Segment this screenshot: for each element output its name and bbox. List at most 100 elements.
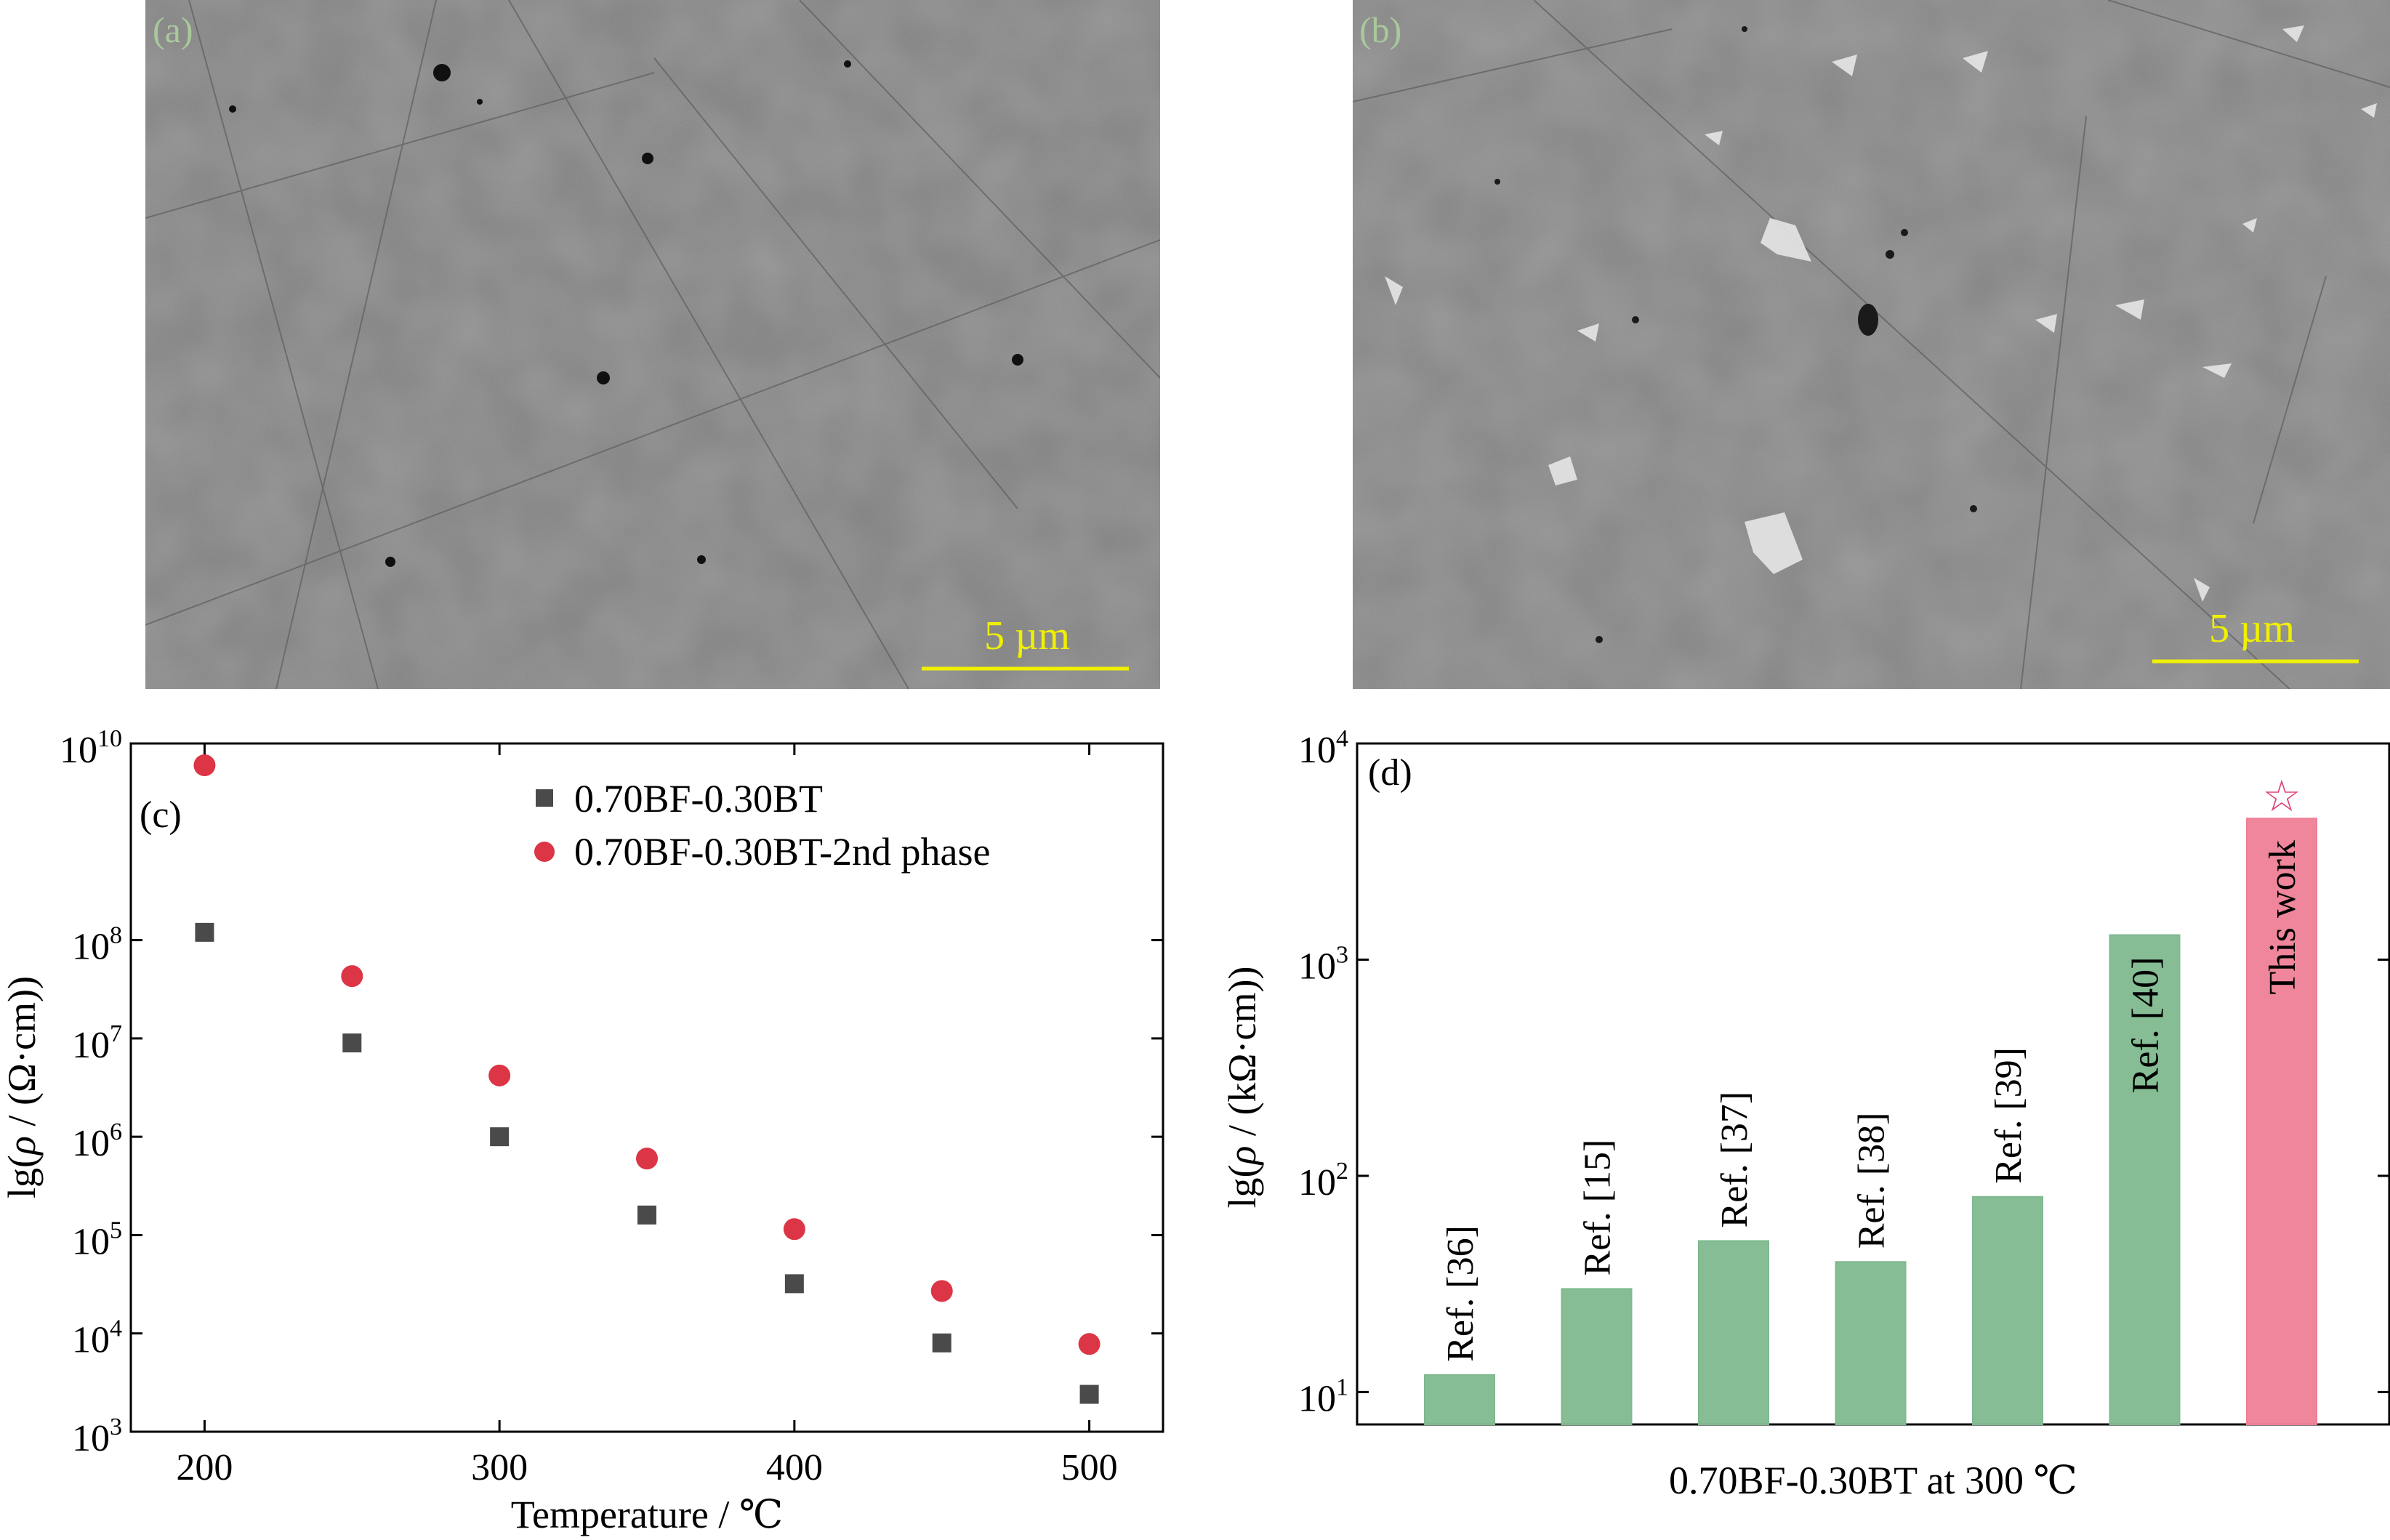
chart-d-y-axis-title-post: / (kΩ·cm)) xyxy=(1220,967,1264,1146)
chart-c-x-axis-title: Temperature / ℃ xyxy=(511,1493,783,1536)
chart-c-point-series-2 xyxy=(1078,1333,1101,1355)
sem-panel-b: (b) 5 µm xyxy=(1353,0,2390,689)
chart-c-legend: 0.70BF-0.30BT 0.70BF-0.30BT-2nd phase xyxy=(534,777,991,874)
chart-c-y-tick-label-exponent: 6 xyxy=(110,1118,122,1145)
panel-letter-a: (a) xyxy=(153,9,193,50)
chart-c-point-series-2 xyxy=(930,1280,953,1302)
chart-c-plot-frame xyxy=(129,742,1164,1433)
chart-c-y-tick-label-base: 10 xyxy=(72,1123,110,1164)
chart-d-bars: Ref. [36] Ref. [15] Ref. [37] Ref. [38] Ref.… xyxy=(1424,773,2317,1426)
chart-c-y-tick-label-base: 10 xyxy=(60,730,97,771)
chart-d-bar-label: This work xyxy=(2262,840,2304,994)
chart-d-bar xyxy=(1561,1288,1633,1425)
chart-c-point-series-1 xyxy=(195,922,214,942)
chart-d-y-tick-label-exponent: 2 xyxy=(1336,1158,1348,1185)
chart-c-y-tick-label-exponent: 7 xyxy=(110,1020,122,1047)
chart-c-x-axis: 200 300 400 500 xyxy=(176,743,1118,1488)
chart-c-y-axis-title-rho: ρ xyxy=(0,1136,44,1156)
chart-c-y-axis-title: lg(ρ / (Ω·cm)) xyxy=(0,976,44,1198)
chart-c-points xyxy=(193,754,1101,1404)
chart-c-y-tick-label: 104 xyxy=(72,1315,122,1361)
chart-c-x-tick-label: 500 xyxy=(1061,1447,1118,1488)
chart-c-y-tick-label-base: 10 xyxy=(72,1418,110,1459)
chart-c-y-tick-label-exponent: 3 xyxy=(110,1414,122,1440)
chart-c-x-tick-label: 400 xyxy=(766,1447,823,1488)
chart-c-point-series-2 xyxy=(783,1218,805,1241)
chart-d-star-marker: ☆ xyxy=(2262,773,2301,821)
sem-panel-a: (a) 5 µm xyxy=(145,0,1160,689)
chart-c-y-tick-label-base: 10 xyxy=(72,1320,110,1361)
scale-bar-label-b: 5 µm xyxy=(2209,606,2295,651)
chart-d-y-tick-label: 103 xyxy=(1298,941,1348,987)
panel-letter-b: (b) xyxy=(1359,9,1401,50)
chart-d-bar-label: Ref. [39] xyxy=(1988,1047,2029,1184)
chart-c-x-tick-label: 300 xyxy=(471,1447,528,1488)
chart-d-y-tick-label: 104 xyxy=(1298,725,1348,771)
chart-c-y-tick-label-exponent: 10 xyxy=(97,725,122,752)
chart-d-y-tick-label-exponent: 4 xyxy=(1336,725,1348,752)
legend-label-series-2: 0.70BF-0.30BT-2nd phase xyxy=(574,830,991,874)
chart-d-y-axis-title: lg(ρ / (kΩ·cm)) xyxy=(1220,967,1264,1209)
chart-c-point-series-1 xyxy=(637,1205,656,1225)
chart-c-point-series-2 xyxy=(488,1064,511,1087)
chart-d-bar-label: Ref. [15] xyxy=(1577,1140,1619,1276)
sem-noise-b xyxy=(1353,0,2390,689)
scratches-b xyxy=(1353,0,2390,689)
chart-d-y-tick-label-base: 10 xyxy=(1298,730,1336,771)
scratches-a xyxy=(145,0,1160,689)
chart-d-bar xyxy=(1835,1261,1907,1425)
chart-c-y-axis-title-pre: lg( xyxy=(0,1155,44,1198)
chart-c-y-tick-label: 107 xyxy=(72,1020,122,1066)
chart-c-y-tick-label-base: 10 xyxy=(72,1221,110,1262)
chart-c-y-tick-label: 106 xyxy=(72,1118,122,1164)
chart-c-point-series-1 xyxy=(342,1033,362,1053)
pores-a xyxy=(229,60,1023,567)
chart-c-point-series-1 xyxy=(932,1333,951,1352)
sem-noise-a xyxy=(145,0,1160,689)
scale-bar-label-a: 5 µm xyxy=(984,613,1070,658)
pores-b xyxy=(1494,26,1977,643)
chart-d-y-axis-title-rho: ρ xyxy=(1220,1146,1264,1166)
legend-marker-series-1 xyxy=(536,789,553,807)
chart-c-x-tick-label: 200 xyxy=(176,1447,233,1488)
chart-d-bar-label: Ref. [40] xyxy=(2125,957,2167,1094)
chart-d-bar xyxy=(2109,934,2181,1425)
chart-c-point-series-1 xyxy=(1079,1384,1099,1404)
chart-d-y-axis-title-pre: lg( xyxy=(1220,1164,1264,1208)
chart-d-bar xyxy=(1972,1196,2043,1426)
chart-c-y-tick-label: 1010 xyxy=(60,725,122,771)
chart-c-y-axis-title-post: / (Ω·cm)) xyxy=(0,976,44,1136)
chart-c-y-tick-label: 105 xyxy=(72,1217,122,1262)
chart-c-point-series-1 xyxy=(490,1127,510,1147)
chart-d-panel-letter: (d) xyxy=(1368,752,1412,794)
chart-d-bar xyxy=(1424,1374,1495,1425)
chart-c-y-tick-label: 103 xyxy=(72,1414,122,1459)
chart-c-y-tick-label-exponent: 8 xyxy=(110,922,122,949)
chart-c-point-series-1 xyxy=(784,1274,804,1294)
chart-d-x-axis-title: 0.70BF-0.30BT at 300 ℃ xyxy=(1669,1459,2077,1502)
chart-d-y-tick-label-exponent: 3 xyxy=(1336,941,1348,968)
second-phase-b xyxy=(1385,25,2377,602)
chart-c-y-tick-label: 108 xyxy=(72,922,122,968)
chart-d-y-tick-label-exponent: 1 xyxy=(1336,1374,1348,1400)
chart-d-bar xyxy=(1698,1240,1769,1425)
chart-d-bar-label: Ref. [37] xyxy=(1714,1092,1755,1228)
chart-c-point-series-2 xyxy=(193,754,216,777)
chart-d-y-tick-label: 102 xyxy=(1298,1158,1348,1204)
legend-label-series-1: 0.70BF-0.30BT xyxy=(574,777,823,821)
chart-d-y-tick-label: 101 xyxy=(1298,1374,1348,1419)
chart-c-panel-letter: (c) xyxy=(140,794,182,836)
chart-d-bar-label: Ref. [38] xyxy=(1851,1113,1893,1249)
chart-c-point-series-2 xyxy=(636,1148,658,1170)
chart-d-bar xyxy=(2246,818,2317,1425)
chart-c-point-series-2 xyxy=(341,965,363,988)
chart-d-y-tick-label-base: 10 xyxy=(1298,1378,1336,1419)
chart-c-y-tick-label-base: 10 xyxy=(72,1025,110,1066)
chart-d-bar-label: Ref. [36] xyxy=(1440,1225,1481,1362)
chart-c-y-tick-label-base: 10 xyxy=(72,927,110,968)
